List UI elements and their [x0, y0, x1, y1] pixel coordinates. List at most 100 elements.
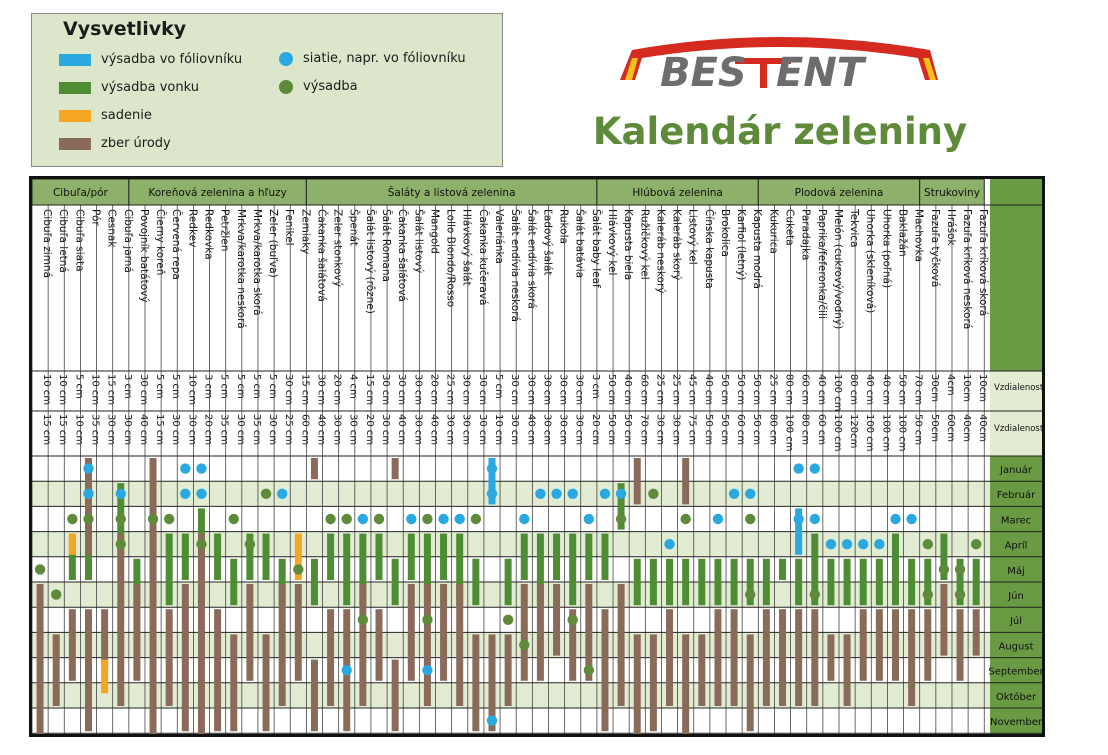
schedule-bar	[149, 458, 157, 734]
schedule-bar	[714, 609, 722, 706]
plant-name: Hrášok	[945, 209, 957, 247]
schedule-bar	[875, 558, 883, 606]
legend-label: výsadba	[303, 79, 358, 94]
schedule-bar	[84, 533, 92, 580]
legend-item-sadenie: sadenie	[59, 108, 152, 123]
distance-rows-value: 5 cm	[251, 374, 262, 399]
distance-rows-value: 50 cm	[751, 374, 762, 405]
page-title: Kalendár zeleniny	[592, 110, 968, 153]
distance-rows-value: 15 cm	[299, 374, 310, 405]
schedule-dot	[567, 488, 578, 499]
schedule-bar	[440, 533, 448, 580]
schedule-bar	[84, 609, 92, 732]
distance-in-row-value: 30 cm	[412, 414, 423, 445]
month-row-shading	[32, 481, 990, 507]
schedule-bar	[472, 634, 480, 732]
month-row-shading	[32, 733, 990, 734]
plant-name: Šalát endívia neskorá	[509, 209, 522, 322]
schedule-bar	[294, 533, 302, 580]
group-label: Strukoviny	[924, 187, 980, 199]
schedule-bar	[569, 533, 577, 606]
schedule-bar	[698, 634, 706, 706]
distance-in-row-value: 75 cm	[687, 414, 698, 445]
legend-panel: Vysvetlivky výsadba vo fóliovníku výsadb…	[31, 13, 503, 167]
legend-item-zber: zber úrody	[59, 136, 171, 151]
group-header	[919, 179, 985, 206]
month-label: Júl	[1009, 615, 1022, 627]
month-label: Február	[997, 489, 1036, 501]
distance-in-row-value: 60 cm	[816, 414, 827, 445]
distance-in-row-value: 30 cm	[509, 414, 520, 445]
schedule-dot	[551, 488, 562, 499]
schedule-dot	[373, 513, 385, 525]
distance-in-row-value: 35 cm	[89, 414, 100, 445]
schedule-bar	[327, 533, 335, 580]
distance-rows-value: 80 cm	[848, 374, 859, 405]
schedule-bar	[585, 584, 593, 681]
distance-in-row-value: 40cm	[977, 414, 988, 442]
schedule-bar	[165, 609, 173, 706]
schedule-dot	[34, 564, 46, 575]
schedule-bar	[391, 558, 399, 606]
schedule-bar	[714, 558, 722, 606]
schedule-bar	[536, 584, 544, 681]
distance-rows-value: 30 cm	[461, 374, 472, 405]
group-label: Šaláty a listová zelenina	[388, 186, 516, 199]
distance-rows-value: 5 cm	[493, 374, 504, 399]
month-label: Jún	[1007, 590, 1024, 602]
distance-in-row-value: 30 cm	[332, 414, 343, 445]
schedule-bar	[536, 533, 544, 606]
legend-label: výsadba vo fóliovníku	[101, 52, 243, 67]
distance-rows-value: 80 cm	[784, 374, 795, 405]
schedule-bar	[956, 558, 964, 606]
schedule-bar	[924, 558, 932, 606]
plant-name: Brokolica	[719, 209, 731, 257]
distance-in-row-value: 100 cm	[880, 414, 891, 452]
plant-name: Cibuľa siata	[73, 209, 85, 272]
legend-swatch	[59, 53, 91, 66]
vegetable-calendar-table: Cibuľa/pór Koreňová zelenina a hľuzy Šalát…	[29, 176, 1045, 737]
distance-in-row-value: 60 cm	[735, 414, 746, 445]
schedule-dot	[341, 513, 352, 525]
schedule-dot	[470, 513, 482, 525]
schedule-bar	[843, 634, 851, 706]
distance-rows-value: 70 cm	[913, 374, 924, 405]
schedule-bar	[504, 558, 512, 606]
distance-rows-value: 30 cm	[283, 374, 294, 405]
distance-rows-value: 5 cm	[170, 374, 181, 399]
schedule-bar	[117, 533, 125, 706]
distance-in-row-value: 50 cm	[606, 414, 617, 445]
schedule-bar	[859, 558, 867, 606]
schedule-bar	[262, 634, 270, 732]
schedule-bar	[343, 533, 351, 606]
schedule-bar	[520, 584, 528, 681]
schedule-bar	[197, 533, 205, 734]
distance-in-row-value: 30 cm	[186, 414, 197, 445]
distance-in-row-value: 60 cm	[299, 414, 310, 445]
schedule-dot	[938, 564, 950, 575]
plant-name: Uhorka (skleníková)	[864, 209, 876, 313]
schedule-bar	[456, 584, 464, 706]
schedule-bar	[649, 558, 657, 606]
distance-in-row-value: 100 cm	[896, 414, 907, 452]
legend-item-siatie: siatie, napr. vo fóliovníku	[279, 51, 466, 66]
distance-rows-value: 30 cm	[396, 374, 407, 405]
schedule-bar	[101, 659, 109, 694]
schedule-bar	[52, 634, 60, 706]
schedule-bar	[68, 533, 76, 580]
schedule-dot	[276, 488, 288, 499]
schedule-bar	[133, 584, 141, 681]
distance-rows-label: Vzdialenosť riadkov	[994, 383, 1045, 393]
schedule-dot	[293, 564, 304, 575]
distance-in-row-value: 35 cm	[219, 414, 230, 445]
distance-rows-value: 30 cm	[380, 374, 391, 405]
distance-rows-value: 30 cm	[509, 374, 520, 405]
plant-name: Čierny koreň	[154, 209, 167, 275]
legend-label: sadenie	[101, 108, 152, 123]
schedule-bar	[359, 584, 367, 706]
group-label: Hlúbová zelenina	[632, 187, 723, 199]
schedule-bar	[682, 558, 690, 606]
distance-rows-value: 50 cm	[719, 374, 730, 405]
distance-in-row-value: 30 cm	[461, 414, 472, 445]
schedule-bar	[908, 609, 916, 706]
